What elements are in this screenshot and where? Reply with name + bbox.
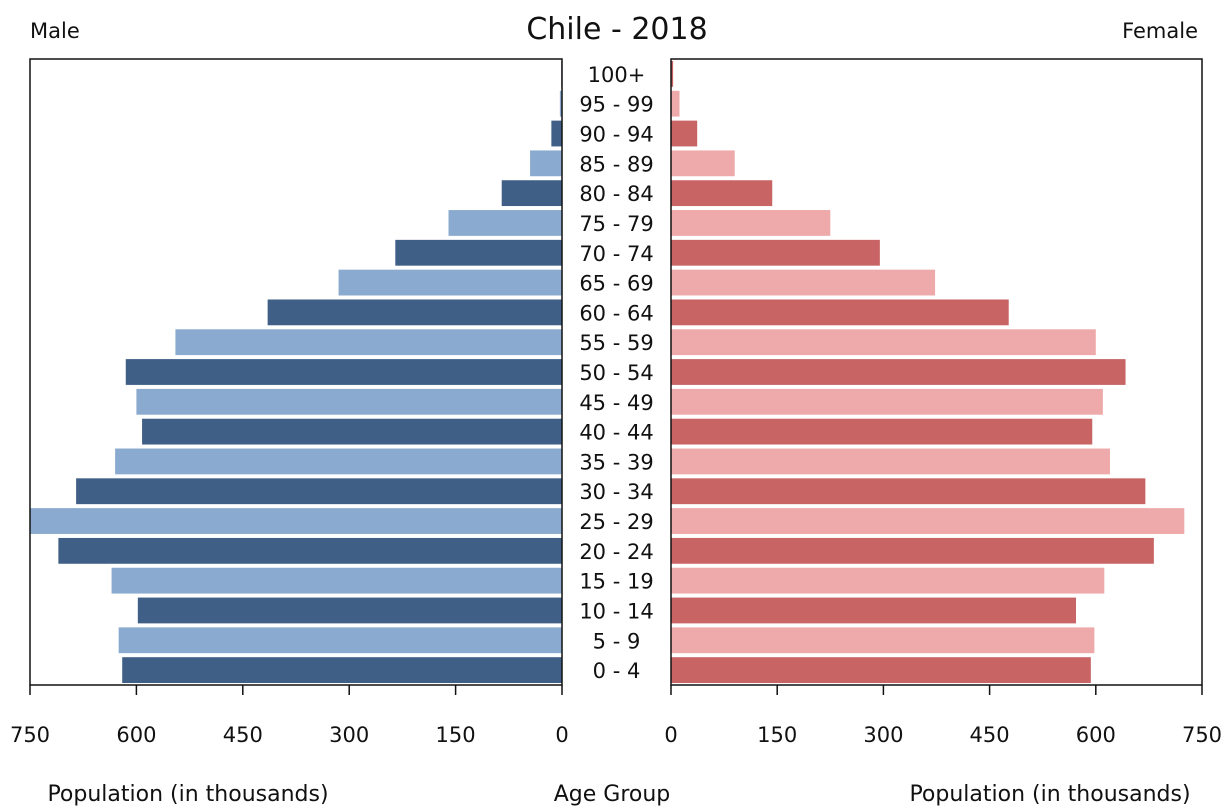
female-tick-label: 600 [1076, 723, 1116, 747]
female-bar [671, 627, 1095, 654]
male-bar [559, 90, 562, 117]
female-bar [671, 120, 698, 147]
male-bar [175, 329, 562, 356]
female-tick-label: 750 [1182, 723, 1221, 747]
female-bar [671, 537, 1154, 564]
female-axis-label: Population (in thousands) [909, 782, 1190, 807]
female-x-axis: 750 600 450 300 150 0 [664, 685, 1221, 747]
male-bar [448, 210, 562, 236]
age-group-label: 80 - 84 [579, 182, 653, 206]
male-tick-label: 150 [436, 723, 476, 747]
female-bar [671, 508, 1185, 534]
male-bar [395, 239, 562, 266]
female-bar [671, 657, 1091, 683]
male-bar [551, 120, 562, 147]
female-tick-label: 450 [970, 723, 1010, 747]
male-bar [501, 180, 562, 207]
female-bars [671, 61, 1185, 683]
age-group-label: 85 - 89 [579, 152, 653, 176]
female-bar [671, 448, 1110, 475]
male-bar [125, 359, 562, 385]
age-group-labels: 100+ 95 - 99 90 - 94 85 - 89 80 - 84 75 - 79 7… [579, 63, 653, 683]
age-group-label: 40 - 44 [579, 421, 653, 445]
age-group-label: 0 - 4 [593, 659, 641, 683]
female-bar [671, 388, 1103, 415]
female-tick-label: 150 [757, 723, 797, 747]
male-bar [530, 150, 562, 177]
age-group-label: 5 - 9 [593, 629, 641, 653]
male-bar [30, 508, 562, 534]
male-tick-label: 600 [116, 723, 156, 747]
female-bar [671, 359, 1126, 385]
female-bar [671, 329, 1096, 356]
female-bar [671, 210, 831, 236]
age-group-label: 10 - 14 [579, 599, 653, 623]
male-bar [122, 657, 563, 683]
age-group-label: 35 - 39 [579, 450, 653, 474]
age-group-label: 30 - 34 [579, 480, 653, 504]
chart-title: Chile - 2018 [526, 12, 707, 47]
female-bar [671, 299, 1009, 326]
age-group-label: 95 - 99 [579, 93, 653, 117]
female-bar [671, 150, 735, 177]
female-bar [671, 180, 773, 207]
male-tick-label: 300 [329, 723, 369, 747]
age-group-label: 65 - 69 [579, 272, 653, 296]
female-bar [671, 90, 680, 117]
age-group-label: 70 - 74 [579, 242, 653, 266]
male-bar [137, 597, 562, 624]
male-bar [136, 388, 562, 415]
male-bar [118, 627, 563, 654]
female-tick-label: 0 [664, 723, 677, 747]
male-tick-label: 0 [555, 723, 568, 747]
male-bar [58, 537, 563, 564]
male-plot-frame [29, 58, 563, 686]
age-group-label: 45 - 49 [579, 391, 653, 415]
female-plot-frame [670, 58, 1203, 686]
age-group-label: 100+ [588, 63, 646, 87]
male-bar [111, 567, 562, 594]
age-group-label: 20 - 24 [579, 540, 653, 564]
female-bar [671, 239, 880, 266]
age-group-label: 90 - 94 [579, 123, 653, 147]
age-group-label: 60 - 64 [579, 301, 653, 325]
male-tick-label: 450 [223, 723, 263, 747]
female-bar [671, 61, 674, 87]
female-label: Female [1122, 19, 1198, 43]
male-x-axis: 750 600 450 300 150 0 [10, 685, 569, 747]
male-label: Male [30, 19, 80, 43]
age-group-label: 50 - 54 [579, 361, 653, 385]
female-bar [671, 597, 1076, 624]
female-tick-label: 300 [863, 723, 903, 747]
female-bar [671, 418, 1093, 445]
age-group-label: 25 - 29 [579, 510, 653, 534]
male-bar [267, 299, 562, 326]
female-bar [671, 567, 1105, 594]
age-group-label: 15 - 19 [579, 570, 653, 594]
female-bar [671, 269, 936, 296]
male-bar [142, 418, 562, 445]
age-group-axis-label: Age Group [554, 782, 671, 807]
age-group-label: 75 - 79 [579, 212, 653, 236]
male-bar [338, 269, 562, 296]
male-axis-label: Population (in thousands) [47, 782, 328, 807]
age-group-label: 55 - 59 [579, 331, 653, 355]
male-tick-label: 750 [10, 723, 50, 747]
female-bar [671, 478, 1146, 505]
male-bar [115, 448, 563, 475]
male-bars [30, 61, 563, 683]
male-bar [76, 478, 563, 505]
